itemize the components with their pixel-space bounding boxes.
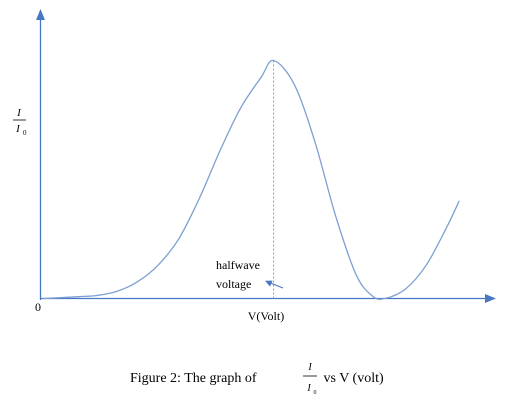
- annotation-line-2: voltage: [216, 277, 251, 291]
- x-axis-arrow: [485, 294, 496, 303]
- caption-denominator: I: [306, 383, 311, 394]
- y-label-denominator-subscript: 0: [23, 129, 27, 137]
- y-axis-label: I I 0: [13, 107, 27, 137]
- y-axis-arrow: [36, 9, 45, 20]
- caption-numerator: I: [307, 362, 312, 373]
- caption-suffix: vs V (volt): [320, 371, 384, 386]
- origin-label: 0: [35, 300, 41, 314]
- annotation-arrow-head: [265, 280, 273, 287]
- y-label-denominator: I: [15, 123, 21, 135]
- x-axis-label: V(Volt): [248, 309, 284, 323]
- data-curve: [42, 59, 460, 300]
- caption-prefix: Figure 2: The graph of: [130, 371, 257, 386]
- annotation-line-1: halfwave: [216, 258, 260, 272]
- figure-caption: Figure 2: The graph of I I 0 vs V (volt): [130, 362, 384, 396]
- caption-denominator-subscript: 0: [314, 390, 317, 396]
- y-label-numerator: I: [16, 107, 22, 119]
